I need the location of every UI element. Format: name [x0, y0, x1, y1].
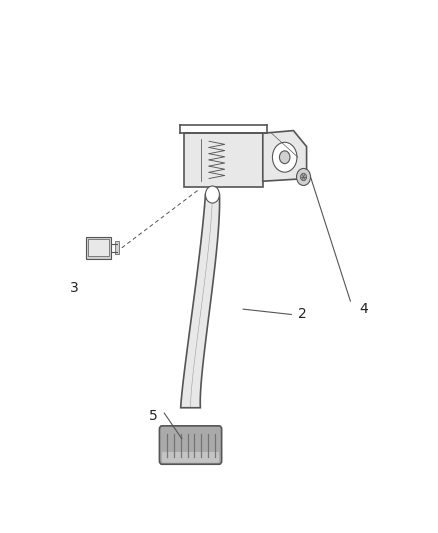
- Circle shape: [279, 151, 290, 164]
- Circle shape: [272, 142, 297, 172]
- Circle shape: [297, 168, 311, 185]
- FancyBboxPatch shape: [115, 241, 119, 254]
- FancyBboxPatch shape: [162, 452, 219, 463]
- Text: 4: 4: [359, 302, 368, 316]
- Circle shape: [205, 186, 219, 203]
- Polygon shape: [180, 195, 219, 408]
- FancyBboxPatch shape: [159, 426, 222, 464]
- Text: 2: 2: [298, 308, 307, 321]
- FancyBboxPatch shape: [88, 239, 109, 256]
- Polygon shape: [263, 131, 307, 181]
- Polygon shape: [184, 133, 263, 187]
- Text: 3: 3: [70, 281, 79, 295]
- Text: 5: 5: [149, 409, 158, 423]
- FancyBboxPatch shape: [86, 237, 111, 259]
- Circle shape: [300, 173, 307, 181]
